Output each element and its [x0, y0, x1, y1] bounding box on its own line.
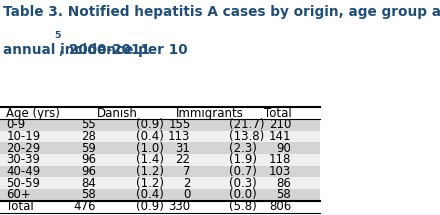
- Text: (1.0): (1.0): [136, 142, 164, 155]
- Text: 5: 5: [55, 31, 61, 40]
- Text: Total: Total: [7, 200, 34, 213]
- Text: 103: 103: [269, 165, 291, 178]
- Text: (0.7): (0.7): [229, 165, 257, 178]
- Text: 58: 58: [81, 189, 96, 201]
- Text: annual incidence per 10: annual incidence per 10: [3, 43, 188, 57]
- Text: 155: 155: [168, 118, 191, 131]
- Text: 55: 55: [81, 118, 96, 131]
- FancyBboxPatch shape: [0, 142, 320, 154]
- Text: Age (yrs): Age (yrs): [7, 107, 60, 120]
- Text: (0.4): (0.4): [136, 189, 164, 201]
- Text: 0-9: 0-9: [7, 118, 26, 131]
- Text: 96: 96: [81, 154, 96, 166]
- FancyBboxPatch shape: [0, 131, 320, 142]
- Text: (0.0): (0.0): [229, 189, 257, 201]
- Text: 118: 118: [269, 154, 291, 166]
- FancyBboxPatch shape: [0, 154, 320, 166]
- Text: 50-59: 50-59: [7, 177, 40, 190]
- Text: 20-29: 20-29: [7, 142, 40, 155]
- Text: 84: 84: [81, 177, 96, 190]
- FancyBboxPatch shape: [0, 119, 320, 131]
- Text: 60+: 60+: [7, 189, 31, 201]
- FancyBboxPatch shape: [0, 189, 320, 201]
- Text: , 2000-2011: , 2000-2011: [59, 43, 150, 57]
- Text: (1.2): (1.2): [136, 165, 164, 178]
- FancyBboxPatch shape: [0, 177, 320, 189]
- Text: 210: 210: [269, 118, 291, 131]
- FancyBboxPatch shape: [0, 107, 320, 119]
- Text: (5.8): (5.8): [229, 200, 257, 213]
- Text: 113: 113: [168, 130, 191, 143]
- Text: (1.4): (1.4): [136, 154, 164, 166]
- Text: 58: 58: [276, 189, 291, 201]
- Text: Table 3. Notified hepatitis A cases by origin, age group and: Table 3. Notified hepatitis A cases by o…: [3, 5, 440, 19]
- Text: (1.2): (1.2): [136, 177, 164, 190]
- Text: (0.3): (0.3): [229, 177, 257, 190]
- Text: Total: Total: [264, 107, 291, 120]
- Text: 96: 96: [81, 165, 96, 178]
- Text: 476: 476: [73, 200, 96, 213]
- Text: 141: 141: [269, 130, 291, 143]
- Text: 28: 28: [81, 130, 96, 143]
- Text: 90: 90: [276, 142, 291, 155]
- FancyBboxPatch shape: [0, 166, 320, 177]
- Text: (13.8): (13.8): [229, 130, 264, 143]
- Text: (0.9): (0.9): [136, 118, 164, 131]
- Text: 30-39: 30-39: [7, 154, 40, 166]
- Text: 2: 2: [183, 177, 191, 190]
- Text: 806: 806: [269, 200, 291, 213]
- Text: 86: 86: [276, 177, 291, 190]
- Text: 31: 31: [176, 142, 191, 155]
- Text: (0.9): (0.9): [136, 200, 164, 213]
- Text: 22: 22: [176, 154, 191, 166]
- Text: (1.9): (1.9): [229, 154, 257, 166]
- FancyBboxPatch shape: [0, 201, 320, 212]
- Text: (21.7): (21.7): [229, 118, 264, 131]
- Text: 7: 7: [183, 165, 191, 178]
- Text: Danish: Danish: [96, 107, 137, 120]
- Text: 330: 330: [169, 200, 191, 213]
- Text: 40-49: 40-49: [7, 165, 40, 178]
- Text: 59: 59: [81, 142, 96, 155]
- Text: (0.4): (0.4): [136, 130, 164, 143]
- Text: Immigrants: Immigrants: [176, 107, 244, 120]
- Text: (2.3): (2.3): [229, 142, 257, 155]
- Text: 10-19: 10-19: [7, 130, 40, 143]
- Text: 0: 0: [183, 189, 191, 201]
